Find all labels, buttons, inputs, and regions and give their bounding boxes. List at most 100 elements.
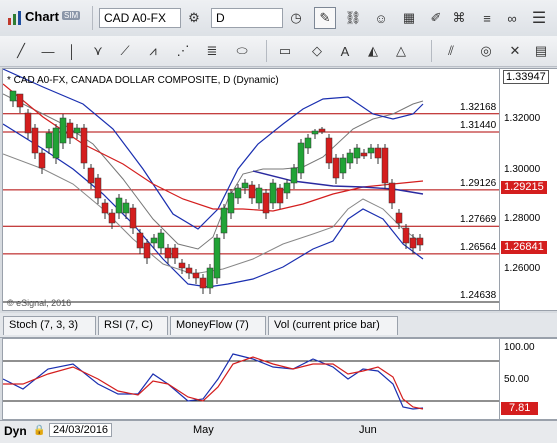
toolbar-separator [266, 40, 267, 62]
drawing-toolbar: ╱ — │ ⋎ ⟋ ⩘ ⋰ ≣ ⬭ ▭ ◇ A ◭ △ ⫽ ◎ ✕ ▤ [0, 36, 557, 67]
rectangle-icon[interactable]: ▭ [278, 43, 292, 58]
text-tool-icon[interactable]: A [340, 43, 350, 59]
smile-icon[interactable]: ☺ [374, 10, 388, 26]
vertical-line-icon[interactable]: │ [67, 43, 77, 59]
bearish-candle [171, 247, 179, 259]
triangle-icon[interactable]: ◭ [368, 43, 378, 58]
bullish-candle [9, 90, 17, 102]
clock-icon[interactable]: ◷ [290, 10, 302, 25]
ellipse-icon[interactable]: ⬭ [236, 43, 248, 58]
lock-icon[interactable]: 🔒 [33, 425, 46, 436]
eraser-icon[interactable]: ◇ [312, 43, 322, 58]
sim-badge: SIM [62, 11, 81, 20]
menu-icon[interactable]: ☰ [531, 10, 547, 27]
indicator-tab-bar: Stoch (7, 3, 3) RSI (7, C) MoneyFlow (7)… [0, 313, 557, 338]
oscillator-value-tag: 7.81 [501, 402, 539, 415]
chart-legend: * CAD A0-FX, CANADA DOLLAR COMPOSITE, D … [7, 75, 279, 86]
chart-app-icon [4, 7, 26, 29]
price-level-label: 1.31440 [460, 120, 497, 131]
price-chart-pane[interactable]: * CAD A0-FX, CANADA DOLLAR COMPOSITE, D … [2, 68, 500, 311]
price-tick: 1.28000 [504, 213, 541, 224]
tab-rsi[interactable]: RSI (7, C) [98, 316, 168, 335]
stoch-k-line [3, 353, 424, 410]
bearish-candle [164, 247, 172, 259]
bearish-candle [24, 112, 32, 134]
price-level-label: 1.29126 [460, 177, 497, 189]
bullish-candle [150, 237, 158, 244]
bullish-candle [269, 182, 277, 204]
tab-stoch[interactable]: Stoch (7, 3, 3) [3, 316, 96, 335]
bearish-candle [262, 192, 270, 214]
bullish-candle [241, 182, 249, 189]
moving-average [3, 83, 424, 212]
symbol-settings-icon[interactable]: ⚙ [188, 10, 200, 25]
bullish-candle [297, 142, 305, 174]
stoch-d-line [3, 356, 424, 410]
layers-icon[interactable]: ≡ [483, 10, 491, 26]
bearish-candle [402, 227, 410, 244]
bullish-candle [206, 267, 214, 289]
ray-icon[interactable]: ⋎ [93, 43, 103, 58]
window-title: Chart [25, 9, 59, 24]
link-icon[interactable]: ⛓ [344, 10, 362, 25]
bullish-candle [220, 207, 228, 234]
bullish-candle [353, 147, 361, 159]
osc-tick: 50.00 [504, 374, 530, 385]
lower-inner-band [3, 153, 424, 275]
bearish-candle [374, 147, 382, 159]
price-axis-top-value: 1.33947 [503, 70, 549, 84]
bearish-candle [31, 127, 39, 154]
extended-line-icon[interactable]: ⟋ [120, 43, 130, 58]
bearish-candle [136, 232, 144, 249]
bullish-candle [346, 152, 354, 164]
parallel-channel-icon[interactable]: △ [396, 43, 406, 58]
bearish-candle [395, 212, 403, 224]
drawing-tools-icon[interactable]: ⌘ [452, 10, 466, 25]
stochastic-canvas[interactable] [3, 339, 499, 419]
symbol-input[interactable]: CAD A0-FX [99, 8, 181, 28]
calendar-icon[interactable]: ▦ [402, 10, 416, 25]
trendline-icon[interactable]: ╱ [17, 43, 25, 58]
axis-mode[interactable]: Dyn [4, 424, 27, 438]
bearish-candle [143, 242, 151, 259]
price-axis[interactable]: 1.33947 1.32000 1.30000 1.28000 1.26000 … [500, 68, 557, 311]
bullish-candle [59, 117, 67, 144]
bullish-candle [52, 127, 60, 159]
start-date[interactable]: 24/03/2016 [49, 423, 113, 437]
bullish-candle [283, 182, 291, 194]
tab-volume[interactable]: Vol (current price bar) [268, 316, 398, 335]
oscillator-axis[interactable]: 100.00 50.00 7.81 [500, 338, 557, 420]
brush-icon[interactable]: ✐ [430, 10, 442, 25]
more-tools-icon[interactable]: ▤ [534, 43, 548, 58]
bearish-candle [318, 128, 326, 133]
bullish-candle [367, 147, 375, 154]
time-axis[interactable]: Dyn 🔒 24/03/2016 May Jun [0, 420, 557, 443]
retracement-icon[interactable]: ≣ [206, 43, 218, 58]
price-level-label: 1.32168 [460, 101, 497, 113]
price-chart-canvas[interactable] [3, 69, 499, 310]
upper-inner-band [3, 93, 424, 250]
cycles-icon[interactable]: ◎ [480, 43, 492, 58]
bearish-candle [325, 137, 333, 164]
bearish-candle [101, 202, 109, 214]
bullish-candle [213, 237, 221, 279]
bullish-candle [73, 127, 81, 134]
bearish-candle [185, 267, 193, 274]
bearish-candle [108, 212, 116, 224]
tab-moneyflow[interactable]: MoneyFlow (7) [170, 316, 266, 335]
bearish-candle [332, 157, 340, 179]
channel-icon[interactable]: ⫽ [448, 43, 454, 58]
bullish-candle [122, 202, 130, 214]
draw-pencil-icon[interactable]: ✎ [314, 7, 336, 29]
price-level-label: 1.27669 [460, 214, 497, 226]
fan-icon[interactable]: ⩘ [149, 43, 157, 58]
link-chain-icon[interactable]: ∞ [507, 10, 517, 26]
interval-input[interactable]: D [211, 8, 283, 28]
delete-drawings-icon[interactable]: ✕ [509, 43, 521, 58]
bearish-candle [129, 207, 137, 229]
fibonacci-fan-icon[interactable]: ⋰ [176, 43, 190, 58]
bearish-candle [276, 187, 284, 204]
stochastic-pane[interactable] [2, 338, 500, 420]
horizontal-line-icon[interactable]: — [41, 43, 55, 59]
bearish-candle [87, 167, 95, 184]
